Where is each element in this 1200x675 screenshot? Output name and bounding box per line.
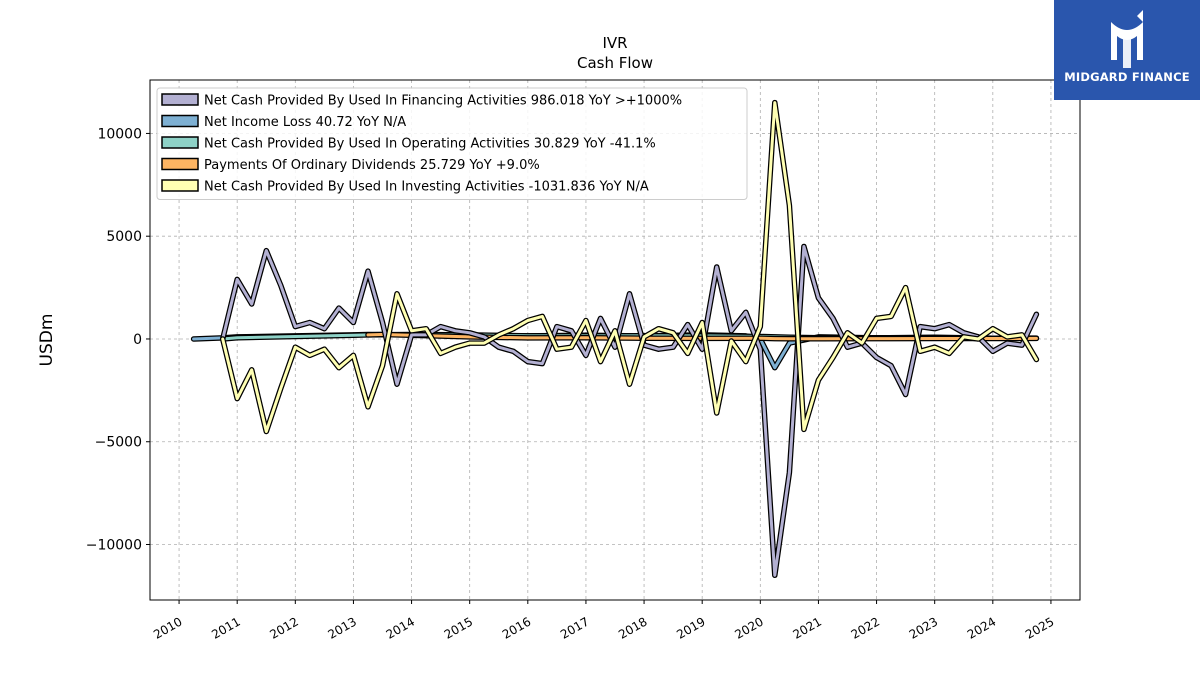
x-tick-label: 2011 xyxy=(209,614,242,641)
x-tick-label: 2018 xyxy=(616,614,649,641)
legend-label: Net Cash Provided By Used In Operating A… xyxy=(204,137,656,152)
series-line-4 xyxy=(221,101,1038,433)
x-tick-label: 2013 xyxy=(325,614,358,641)
x-tick-label: 2010 xyxy=(151,614,184,641)
legend-swatch xyxy=(161,93,199,106)
chart-title: IVR xyxy=(602,34,627,52)
legend-swatch xyxy=(161,114,199,128)
x-tick-label: 2024 xyxy=(965,614,998,641)
legend-box xyxy=(156,87,748,200)
chart-subtitle: Cash Flow xyxy=(577,54,653,72)
x-tick-label: 2016 xyxy=(500,614,533,641)
y-axis-label: USDm xyxy=(37,314,57,367)
plot-frame xyxy=(149,79,1081,601)
midgard-logo-mark-icon xyxy=(1111,10,1143,68)
y-tick-label: 0 xyxy=(133,332,142,348)
x-tick-label: 2014 xyxy=(384,614,417,641)
series-line-0 xyxy=(221,245,1038,577)
series-group xyxy=(190,99,1040,579)
legend-label: Net Cash Provided By Used In Financing A… xyxy=(204,94,682,109)
y-tick-label: −10000 xyxy=(86,538,142,554)
y-tick-label: −5000 xyxy=(95,435,142,451)
logo-text: MIDGARD FINANCE xyxy=(1064,70,1190,84)
y-tick-label: 10000 xyxy=(97,126,142,142)
x-tick-label: 2020 xyxy=(732,614,765,641)
x-tick-label: 2017 xyxy=(558,614,591,641)
legend-label: Payments Of Ordinary Dividends 25.729 Yo… xyxy=(204,158,540,173)
legend-label: Net Cash Provided By Used In Investing A… xyxy=(204,180,649,195)
y-tick-label: 5000 xyxy=(106,229,142,245)
legend-swatch xyxy=(161,157,199,171)
x-tick-label: 2023 xyxy=(907,614,940,641)
x-tick-label: 2021 xyxy=(790,614,823,641)
legend-swatch xyxy=(161,179,199,192)
midgard-finance-logo: MIDGARD FINANCE xyxy=(1054,0,1200,100)
x-tick-label: 2022 xyxy=(849,614,882,641)
x-tick-label: 2012 xyxy=(267,614,300,641)
x-tick-label: 2015 xyxy=(442,614,475,641)
x-tick-label: 2025 xyxy=(1023,614,1056,641)
legend-label: Net Income Loss 40.72 YoY N/A xyxy=(204,115,406,130)
x-tick-label: 2019 xyxy=(674,614,707,641)
legend-swatch xyxy=(161,136,199,149)
